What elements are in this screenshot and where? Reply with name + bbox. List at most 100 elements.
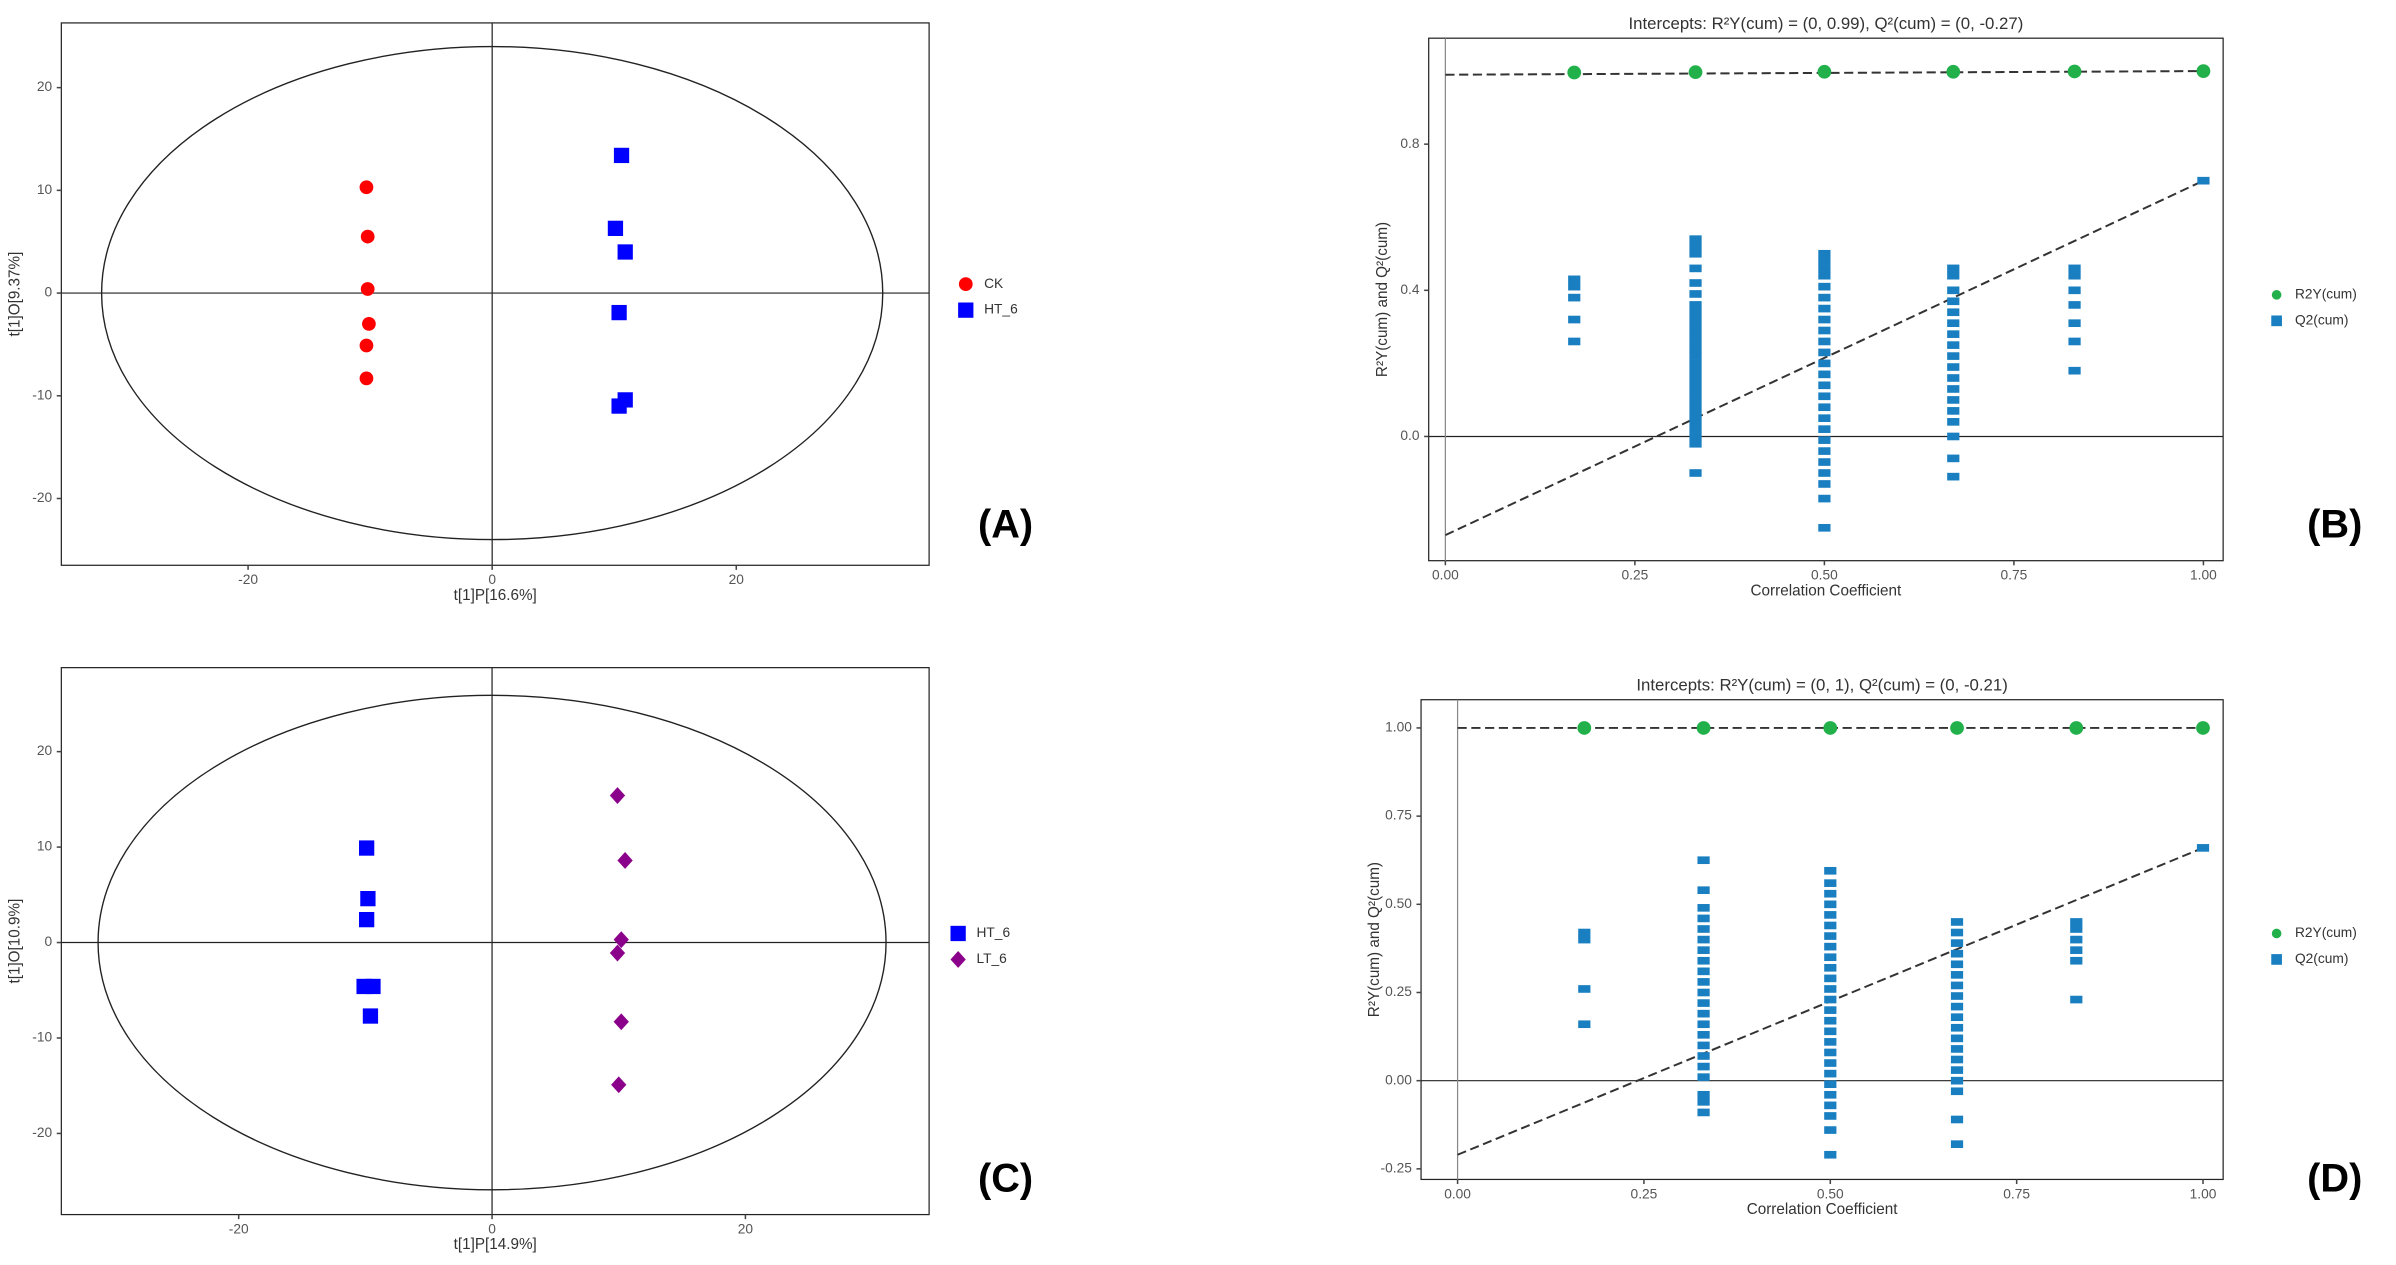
point (2068, 319, 2081, 328)
point (1689, 279, 1702, 287)
point (1697, 886, 1710, 895)
legend-marker (958, 277, 973, 292)
point (1697, 1009, 1710, 1018)
point (1947, 454, 1960, 463)
point (1950, 918, 1964, 926)
point (1946, 64, 1961, 79)
y-tick-label: 10 (37, 182, 53, 197)
point (607, 220, 624, 236)
x-axis-label: t[1]P[16.6%] (454, 587, 537, 604)
y-tick-label: 0.0 (1400, 428, 1419, 443)
point (1578, 928, 1591, 937)
point (1818, 264, 1831, 273)
fit-line (1444, 179, 2204, 537)
point (2070, 995, 2083, 1004)
x-tick-label: 0.25 (1631, 1186, 1658, 1201)
point (1824, 921, 1837, 930)
point (365, 978, 381, 995)
point (611, 398, 627, 414)
legend-marker (2271, 954, 2282, 965)
point (1824, 974, 1837, 983)
point (613, 931, 629, 949)
point (1947, 396, 1960, 404)
x-tick-label: 0.50 (1817, 1186, 1844, 1201)
point (1568, 337, 1581, 346)
point (1689, 323, 1702, 331)
point (2068, 366, 2081, 375)
legend-marker (2271, 315, 2282, 327)
x-tick-label: 0.00 (1444, 1186, 1471, 1201)
y-tick-label: 10 (37, 839, 53, 854)
point (362, 1008, 379, 1024)
point (1818, 403, 1831, 412)
y-axis-label: t[1]O[9.37%] (7, 252, 24, 337)
point (1697, 978, 1710, 986)
point (1818, 414, 1831, 423)
y-tick-label: -10 (32, 387, 52, 402)
point (1689, 344, 1702, 353)
point (1568, 293, 1581, 302)
point (1689, 352, 1702, 360)
point (1697, 1031, 1710, 1039)
point (2069, 721, 2084, 735)
point (1697, 1052, 1710, 1060)
plot-frame (1420, 699, 2224, 1181)
point (359, 180, 374, 195)
point (1947, 472, 1960, 481)
legend-marker (950, 925, 966, 942)
y-axis-label: R²Y(cum) and Q²(cum) (1366, 862, 1383, 1017)
point (1818, 282, 1831, 291)
y-tick-label: -10 (32, 1030, 52, 1045)
point (1947, 374, 1960, 382)
point (1818, 523, 1831, 532)
point (1818, 494, 1831, 503)
x-tick-label: 20 (738, 1221, 754, 1236)
x-tick-label: 0.00 (1432, 568, 1459, 583)
point (1689, 381, 1702, 390)
point (1818, 348, 1831, 357)
point (362, 317, 376, 331)
point (1950, 721, 1964, 735)
legend-label: HT_6 (976, 925, 1010, 940)
point (1947, 330, 1960, 338)
point (2196, 721, 2210, 735)
point (1824, 932, 1837, 940)
point (1818, 381, 1831, 390)
point (359, 371, 374, 386)
point (1818, 425, 1831, 433)
chart-title: Intercepts: R²Y(cum) = (0, 1), Q²(cum) =… (1636, 675, 2007, 694)
point (1824, 953, 1837, 962)
y-tick-label: 1.00 (1385, 720, 1412, 735)
point (1950, 1034, 1964, 1043)
point (2067, 64, 2082, 79)
point (1824, 879, 1837, 887)
point (360, 282, 375, 296)
point (1818, 480, 1831, 488)
point (1950, 939, 1964, 947)
y-tick-label: 0.8 (1400, 136, 1419, 151)
point (1950, 1115, 1964, 1124)
legend-label: CK (984, 276, 1004, 291)
point (1818, 337, 1831, 346)
x-tick-label: 20 (729, 572, 745, 587)
point (1697, 1041, 1710, 1050)
panel-label: (D) (2307, 1156, 2362, 1200)
point (1689, 359, 1702, 368)
y-tick-label: 20 (37, 79, 53, 94)
x-tick-label: -20 (238, 572, 258, 587)
point (1950, 992, 1964, 1000)
point (2196, 844, 2210, 852)
point (1824, 1101, 1837, 1110)
x-axis-label: Correlation Coefficient (1751, 582, 1903, 599)
point (1947, 418, 1960, 426)
point (1947, 385, 1960, 393)
point (2068, 271, 2081, 280)
point (609, 944, 626, 962)
point (359, 840, 375, 856)
point (1824, 942, 1837, 951)
legend-label: HT_6 (984, 302, 1018, 317)
point (1950, 1045, 1964, 1053)
point (1824, 995, 1837, 1004)
point (1824, 1027, 1837, 1036)
point (1697, 1108, 1710, 1117)
